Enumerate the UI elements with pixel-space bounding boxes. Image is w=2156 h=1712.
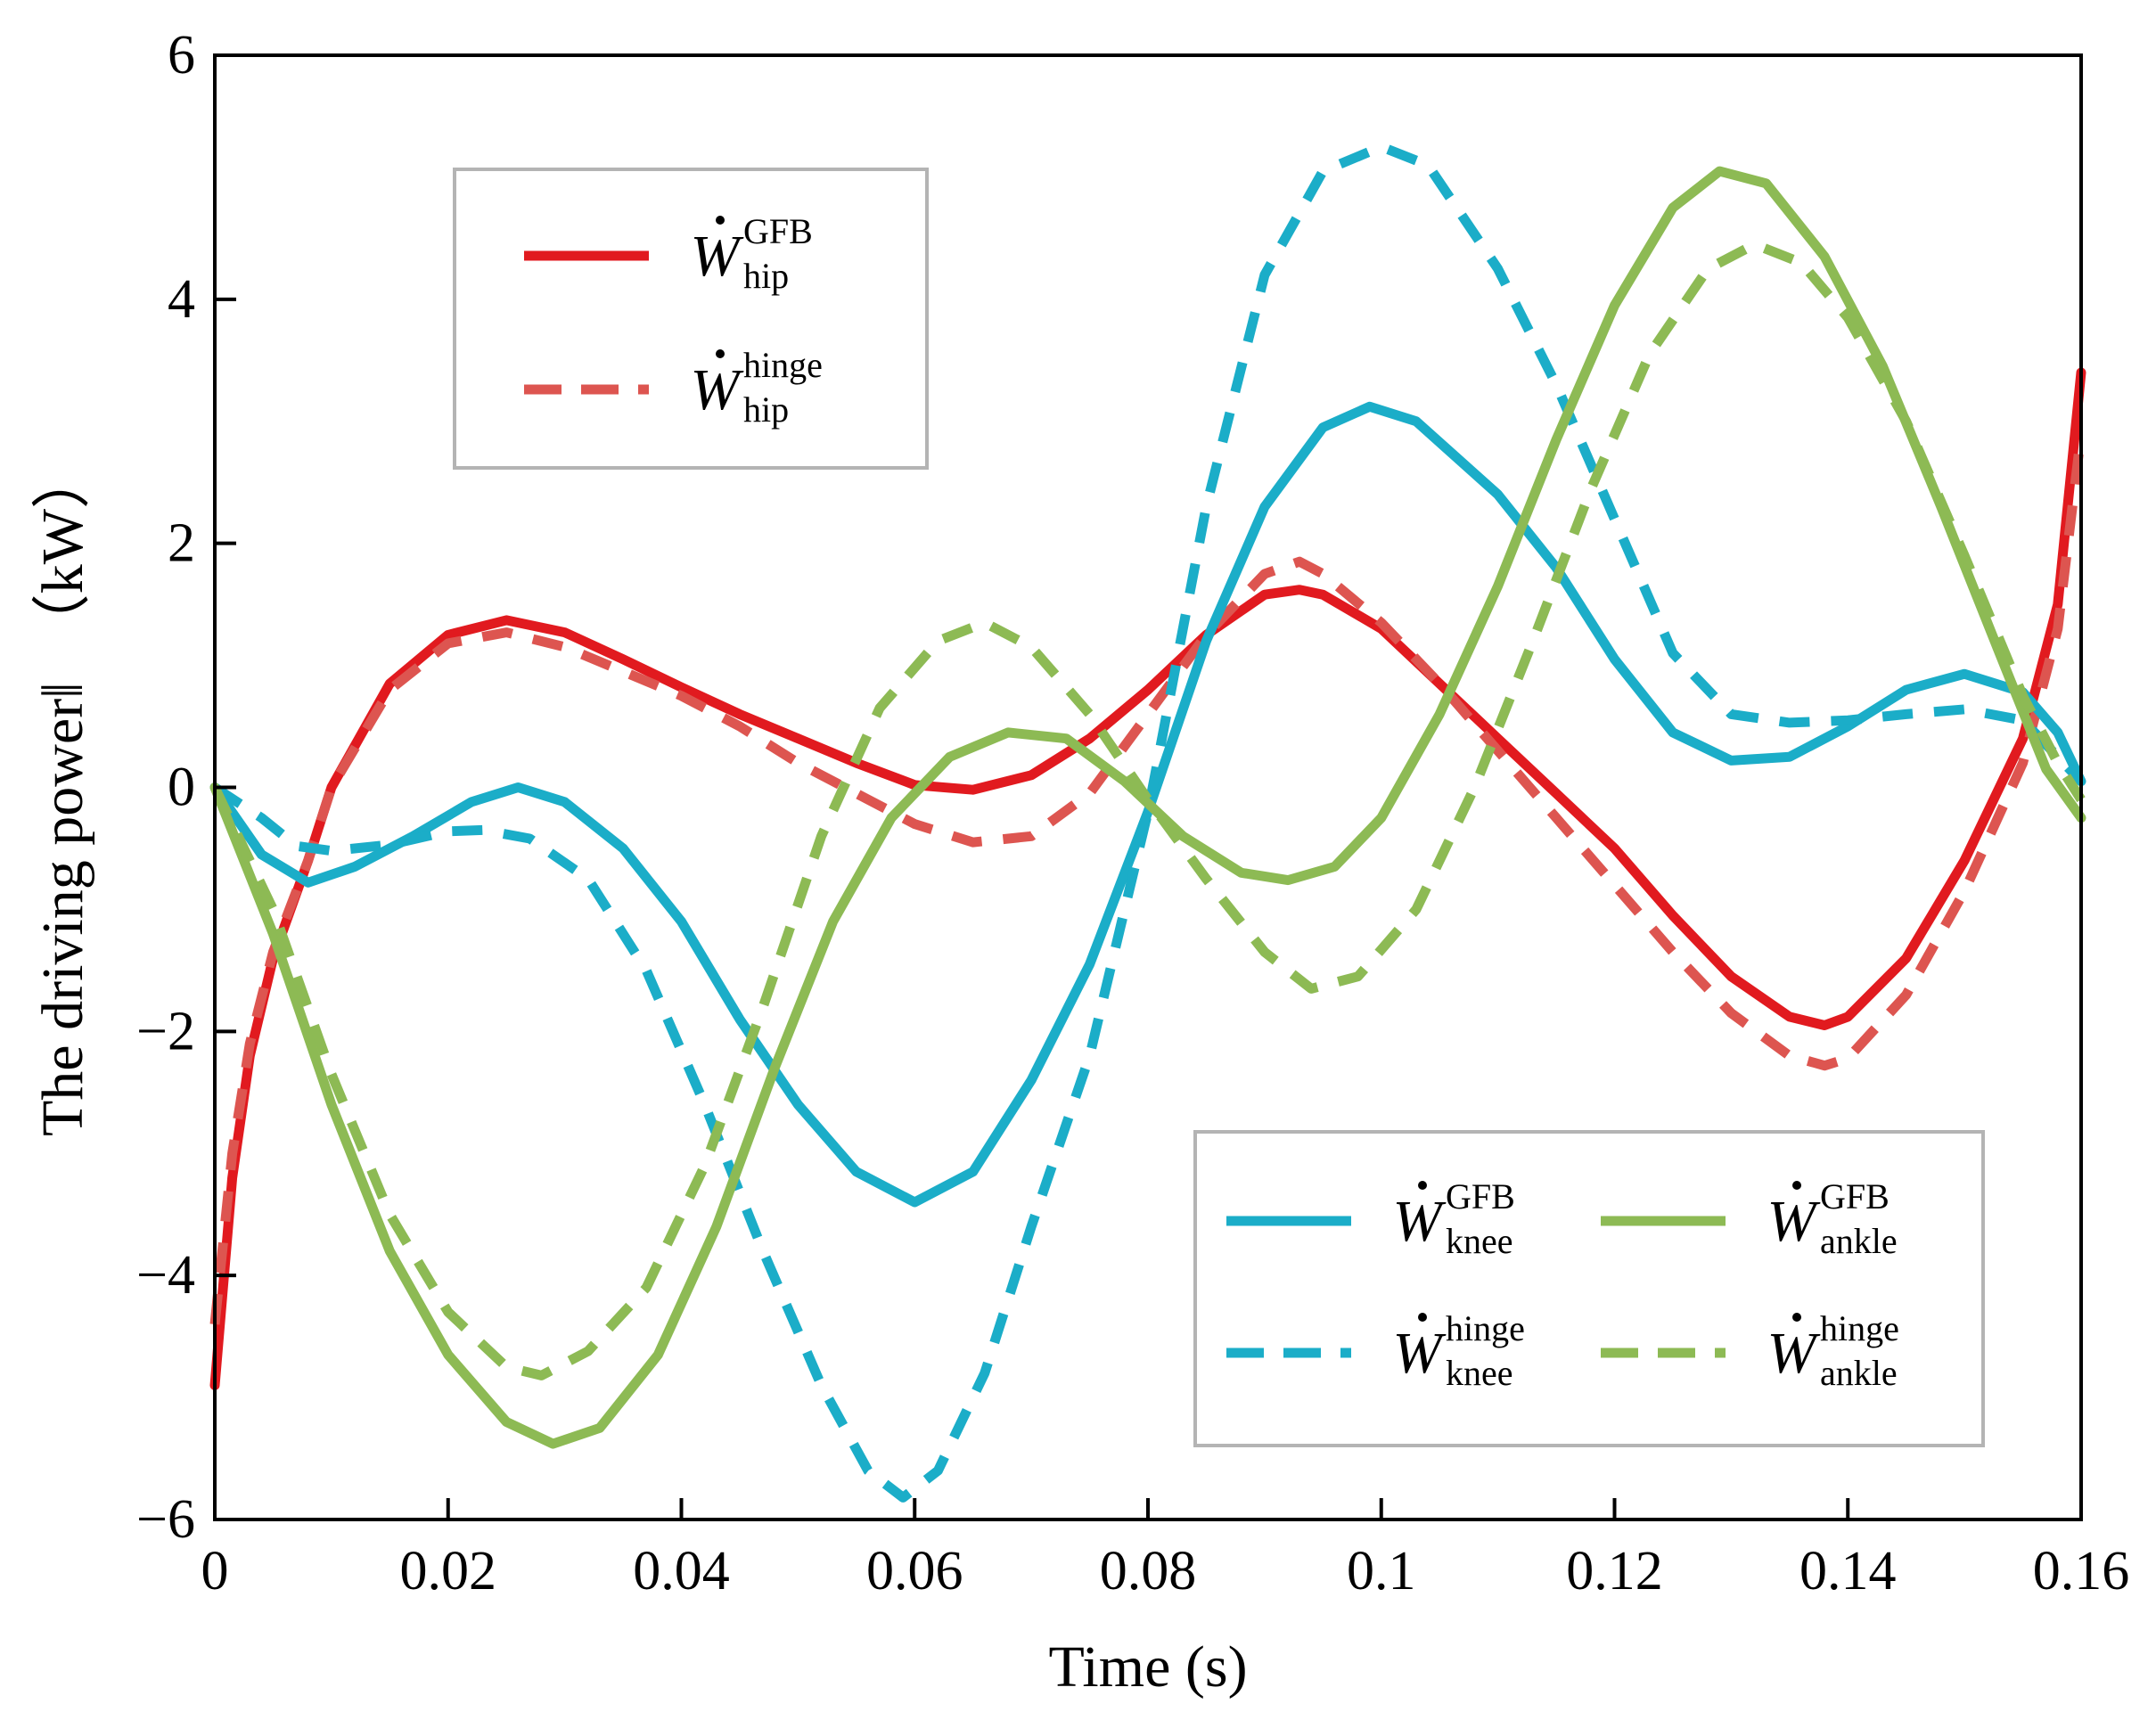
legend-dot bbox=[716, 349, 725, 358]
legend-superscript: hinge bbox=[1820, 1308, 1899, 1348]
legend-superscript: hinge bbox=[743, 345, 823, 385]
series-line-3 bbox=[211, 142, 2085, 1503]
y-tick-label: 2 bbox=[168, 513, 195, 574]
legend-dot bbox=[1418, 1313, 1427, 1322]
x-tick-label: 0.08 bbox=[1100, 1541, 1197, 1601]
series-line-2 bbox=[209, 401, 2086, 1208]
legend-dot bbox=[1792, 1181, 1801, 1190]
y-tick-label: 0 bbox=[168, 758, 195, 818]
x-axis-title: Time (s) bbox=[1048, 1634, 1247, 1700]
legend-superscript: GFB bbox=[1820, 1176, 1890, 1216]
legend-superscript: hinge bbox=[1446, 1308, 1525, 1348]
legend-dot bbox=[716, 216, 725, 225]
series-line-1 bbox=[209, 432, 2086, 1325]
legend-subscript: hip bbox=[743, 256, 789, 296]
y-tick-label: 6 bbox=[168, 25, 195, 86]
x-tick-label: 0 bbox=[201, 1541, 229, 1601]
legend-subscript: ankle bbox=[1820, 1353, 1898, 1393]
legend-superscript: GFB bbox=[1446, 1176, 1515, 1216]
legend-subscript: knee bbox=[1446, 1353, 1513, 1393]
legend-symbol: W bbox=[1767, 1321, 1821, 1386]
x-tick-label: 0.04 bbox=[633, 1541, 730, 1601]
legend-entry-0: W GFB hip bbox=[524, 211, 813, 296]
x-tick-label: 0.1 bbox=[1347, 1541, 1416, 1601]
x-tick-label: 0.16 bbox=[2033, 1541, 2130, 1601]
legend-entry-4: W GFB ankle bbox=[1601, 1176, 1898, 1261]
x-tick-label: 0.14 bbox=[1799, 1541, 1897, 1601]
legend-symbol: W bbox=[1393, 1321, 1447, 1386]
y-tick-label: −2 bbox=[136, 1001, 195, 1061]
series-layer bbox=[209, 142, 2086, 1503]
series-line-5 bbox=[210, 239, 2086, 1380]
ticks-layer: 0 0.02 0.04 0.06 0.08 0.1 0.12 0.14 0.16 6 4 2 0 −2 −4… bbox=[136, 25, 2129, 1601]
legend-subscript: ankle bbox=[1820, 1221, 1898, 1261]
legend-superscript: GFB bbox=[743, 211, 813, 251]
legend-box-1 bbox=[1193, 1130, 1985, 1447]
legend-symbol: W bbox=[691, 224, 744, 289]
y-axis-title: The driving power‖ （kW） bbox=[30, 450, 95, 1136]
legend-dot bbox=[1792, 1313, 1801, 1322]
x-tick-label: 0.12 bbox=[1566, 1541, 1663, 1601]
y-tick-label: 4 bbox=[168, 269, 195, 330]
legend-symbol: W bbox=[1767, 1189, 1821, 1254]
series-line-4 bbox=[209, 166, 2086, 1449]
legend-symbol: W bbox=[691, 357, 744, 422]
legend-box-0 bbox=[453, 168, 929, 470]
legend-entry-2: W GFB knee bbox=[1226, 1176, 1515, 1261]
x-tick-label: 0.02 bbox=[400, 1541, 497, 1601]
legend-symbol: W bbox=[1393, 1189, 1447, 1254]
legend-subscript: hip bbox=[743, 389, 789, 430]
legend-subscript: knee bbox=[1446, 1221, 1513, 1261]
y-tick-label: −6 bbox=[136, 1489, 195, 1550]
legend-dot bbox=[1418, 1181, 1427, 1190]
y-tick-label: −4 bbox=[136, 1245, 195, 1306]
series-line-0 bbox=[209, 367, 2086, 1390]
x-tick-label: 0.06 bbox=[866, 1541, 963, 1601]
